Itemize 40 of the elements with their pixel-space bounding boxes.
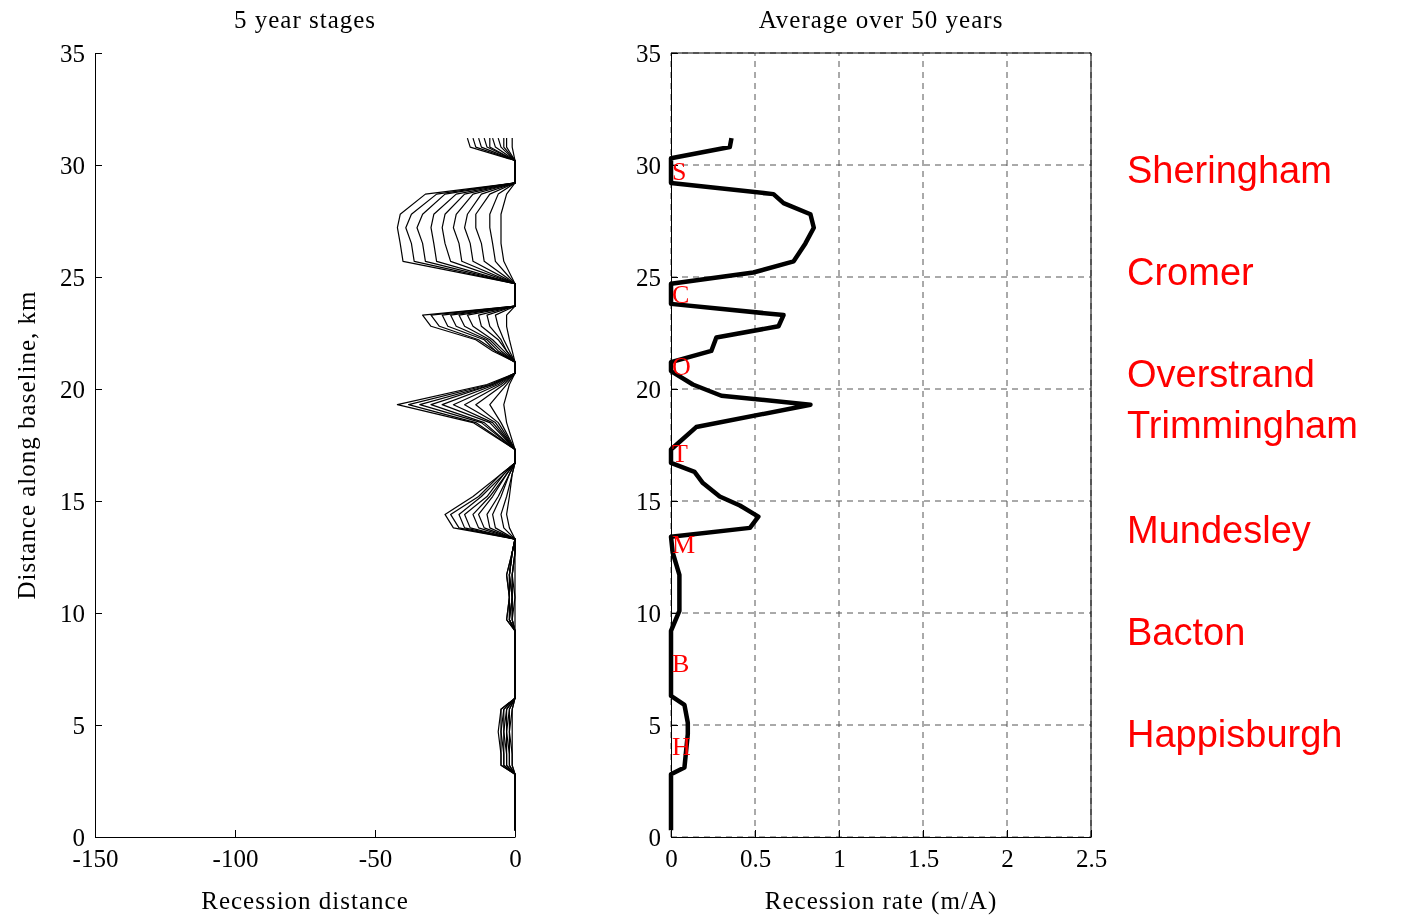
y-tick-label: 30 [60, 151, 85, 179]
x-tick-label: 1 [833, 844, 846, 872]
y-tick-label: 0 [648, 823, 661, 851]
x-tick-label: 0 [509, 844, 522, 872]
text: Cromer [1127, 251, 1255, 293]
x-axis-title: Recession distance [201, 887, 409, 914]
y-tick-label: 10 [636, 599, 661, 627]
chart-title: 5 year stages [233, 6, 377, 33]
text: Trimmingham [1127, 404, 1358, 446]
y-tick-label: 5 [72, 711, 85, 739]
annotation: S [672, 157, 687, 186]
text: Sheringham [1127, 149, 1332, 191]
y-tick-label: 30 [636, 151, 661, 179]
y-axis-title: Distance along baseline, km [13, 290, 40, 600]
x-tick-label: -50 [358, 844, 393, 872]
y-tick-label: 25 [636, 263, 661, 291]
text: Happisburgh [1127, 713, 1343, 755]
chart-title: Average over 50 years [758, 6, 1004, 33]
x-axis-title: Recession rate (m/A) [764, 887, 998, 915]
y-tick-label: 20 [60, 375, 85, 403]
x-tick-label: -100 [212, 844, 259, 872]
y-tick-label: 20 [636, 375, 661, 403]
x-tick-label: 0.5 [739, 844, 772, 872]
y-tick-label: 25 [60, 263, 85, 291]
y-tick-label: 35 [636, 39, 661, 67]
x-tick-label: 1.5 [907, 844, 940, 872]
x-tick-label: 0 [665, 844, 678, 872]
x-tick-label: 2.5 [1075, 844, 1108, 872]
text: Mundesley [1127, 509, 1311, 551]
y-tick-label: 15 [60, 487, 85, 515]
annotation: C [672, 280, 690, 309]
text: Bacton [1127, 611, 1246, 653]
y-tick-label: 0 [72, 823, 85, 851]
y-tick-label: 35 [60, 39, 85, 67]
annotation: O [672, 352, 691, 381]
y-tick-label: 5 [648, 711, 661, 739]
x-tick-label: 2 [1001, 844, 1014, 872]
y-tick-label: 10 [60, 599, 85, 627]
y-tick-label: 15 [636, 487, 661, 515]
text: Overstrand [1127, 353, 1315, 395]
